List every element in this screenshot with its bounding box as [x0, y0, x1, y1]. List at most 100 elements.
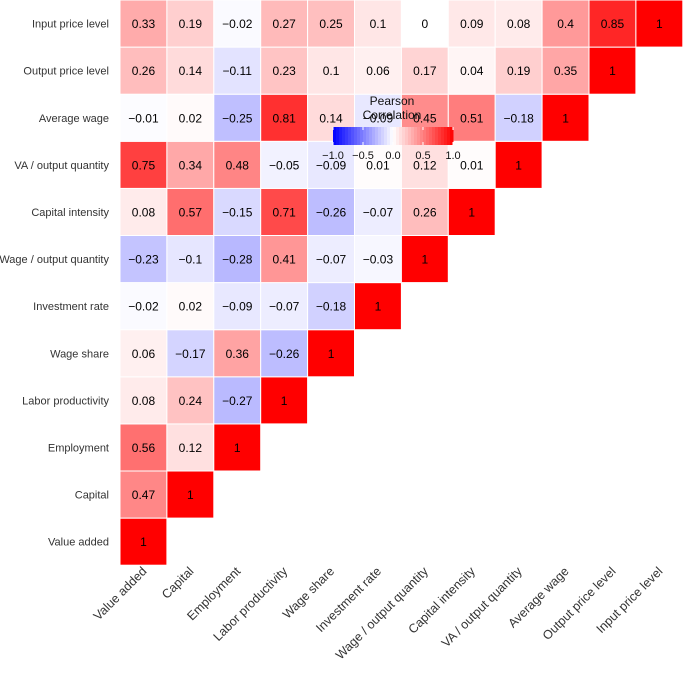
legend-colorbar-segment — [405, 127, 409, 145]
legend-colorbar-segment — [435, 127, 439, 145]
legend-colorbar-segment — [402, 127, 406, 145]
cell-value-label: 0.47 — [132, 488, 156, 502]
heatmap-cell — [260, 282, 309, 331]
heatmap-cell — [400, 0, 449, 48]
cell-value-label: −0.18 — [316, 300, 347, 314]
heatmap-cell — [354, 282, 402, 331]
cell-value-label: −0.27 — [222, 394, 253, 408]
legend-title-line2: Correlation — [363, 108, 422, 122]
cell-value-label: 1 — [609, 64, 616, 78]
cell-value-label: 0.33 — [132, 17, 156, 31]
heatmap-cell — [307, 329, 356, 378]
row-label: Output price level — [23, 66, 109, 78]
row-label: Capital — [75, 490, 109, 502]
cell-value-label: −0.02 — [222, 17, 253, 31]
heatmap-cell — [119, 517, 168, 566]
cell-value-label: 1 — [140, 535, 147, 549]
cell-value-label: 1 — [187, 488, 194, 502]
cell-value-label: 0.26 — [413, 205, 437, 219]
legend-colorbar-segment — [348, 127, 352, 145]
cell-value-label: −0.25 — [222, 111, 253, 125]
heatmap-cell — [400, 46, 449, 95]
cell-value-label: 0.19 — [179, 17, 203, 31]
cell-value-label: 0.4 — [557, 17, 574, 31]
heatmap-cell — [447, 187, 496, 236]
legend-colorbar-segment — [375, 127, 379, 145]
cell-value-label: 0.24 — [179, 394, 203, 408]
cell-value-label: 0.14 — [179, 64, 203, 78]
cell-value-label: 0.23 — [272, 64, 296, 78]
heatmap-cell — [260, 46, 309, 95]
heatmap-cell — [119, 470, 168, 519]
legend-colorbar-segment — [420, 127, 424, 145]
heatmap-cell — [400, 187, 449, 236]
row-labels: Input price level Output price level Avera… — [0, 19, 109, 549]
cell-value-label: 1 — [281, 394, 288, 408]
cell-value-label: 0.27 — [272, 17, 296, 31]
column-label: Wage / output quantity — [333, 564, 432, 663]
heatmap-cell — [400, 140, 449, 189]
heatmap-cell — [166, 329, 215, 378]
heatmap-cell — [119, 187, 168, 236]
row-label: Value added — [48, 537, 109, 549]
cell-value-label: −0.01 — [128, 111, 159, 125]
legend-colorbar-segment — [432, 127, 436, 145]
legend-colorbar-segment — [351, 127, 355, 145]
cell-value-label: 0.09 — [460, 17, 484, 31]
legend-colorbar-segment — [447, 127, 451, 145]
heatmap-cell — [541, 93, 590, 142]
row-label: Wage share — [50, 348, 109, 360]
cell-value-label: 0.02 — [179, 300, 203, 314]
heatmap-cell — [307, 46, 356, 95]
heatmap-cell — [494, 0, 543, 48]
cell-value-label: 0.08 — [132, 394, 156, 408]
heatmap-cell — [588, 46, 637, 95]
heatmap-cell — [260, 376, 309, 425]
cell-value-label: 0.45 — [413, 111, 437, 125]
cell-value-label: −0.15 — [222, 205, 253, 219]
row-label: Labor productivity — [22, 395, 109, 407]
row-label: Employment — [48, 442, 109, 454]
heatmap-cell — [166, 46, 215, 95]
heatmap-cell — [213, 423, 262, 472]
heatmap-cell — [541, 0, 590, 48]
heatmap-cell — [635, 0, 684, 48]
cell-value-label: −0.26 — [269, 347, 300, 361]
legend-colorbar-segment — [384, 127, 388, 145]
cell-value-label: −0.18 — [503, 111, 534, 125]
legend-colorbar-segment — [426, 127, 430, 145]
heatmap-cell — [213, 0, 262, 48]
legend-colorbar-segment — [390, 127, 394, 145]
row-label: Investment rate — [33, 301, 109, 313]
cell-value-label: 0.06 — [366, 64, 390, 78]
cell-value-label: 0.35 — [554, 64, 578, 78]
heatmap-cell — [213, 329, 262, 378]
cell-value-label: −0.1 — [178, 253, 202, 267]
legend-colorbar-segment — [357, 127, 361, 145]
heatmap-cell — [213, 46, 262, 95]
heatmap-cell — [166, 282, 215, 331]
cell-value-label: 1 — [328, 347, 335, 361]
cell-value-label: 0.36 — [226, 347, 250, 361]
column-label: Capital — [159, 564, 196, 601]
cell-value-label: 0.71 — [272, 205, 296, 219]
cell-value-label: 0.75 — [132, 158, 156, 172]
cell-value-label: 0.41 — [272, 253, 296, 267]
legend-colorbar-segment — [429, 127, 433, 145]
cell-value-label: 1 — [234, 441, 241, 455]
heatmap-cell — [447, 93, 496, 142]
heatmap-cell — [307, 140, 356, 189]
cell-value-label: −0.07 — [316, 253, 347, 267]
heatmap-cell — [447, 0, 496, 48]
legend-colorbar-segment — [342, 127, 346, 145]
cell-value-label: 0.34 — [179, 158, 203, 172]
legend-colorbar-segment — [408, 127, 412, 145]
heatmap-cell — [260, 235, 309, 284]
cell-value-label: −0.09 — [316, 158, 347, 172]
cell-value-label: 1 — [375, 300, 382, 314]
legend-colorbar-segment — [438, 127, 442, 145]
column-label: Value added — [91, 564, 150, 623]
cell-value-label: 1 — [422, 253, 429, 267]
legend-colorbar-segment — [354, 127, 358, 145]
